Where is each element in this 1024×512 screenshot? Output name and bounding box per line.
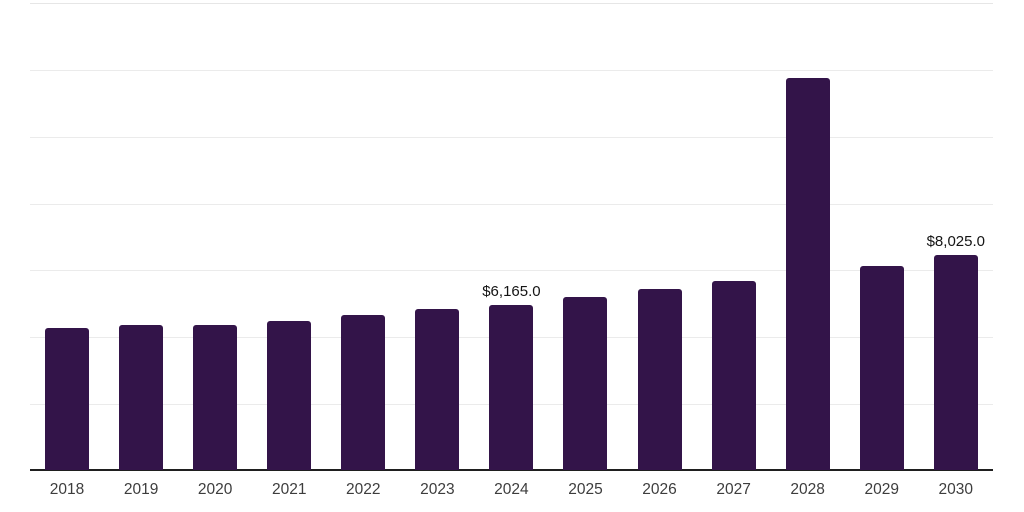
- x-tick-2027: 2027: [716, 481, 751, 498]
- x-tick-2026: 2026: [642, 481, 677, 498]
- x-tick-2018: 2018: [49, 481, 85, 498]
- gridline: [30, 3, 993, 4]
- x-tick-2020: 2020: [197, 481, 233, 498]
- x-tick-2024: 2024: [494, 481, 529, 498]
- bar-2024: [489, 305, 534, 470]
- x-tick-2028: 2028: [790, 481, 825, 498]
- bar-slot-2026: [623, 0, 697, 471]
- bar-slot-2021: [252, 0, 326, 471]
- bar-slot-2018: [30, 0, 104, 471]
- bar-slot-2023: [400, 0, 474, 471]
- bar-2018: [45, 327, 90, 470]
- bar-value-label-2024: $6,165.0: [482, 283, 541, 301]
- x-tick-2022: 2022: [346, 481, 381, 498]
- plot-area: $6,165.0 $8,025.0: [30, 0, 993, 471]
- bar-2027: [711, 281, 756, 470]
- bar-slot-2027: [697, 0, 771, 471]
- bar-slot-2024: $6,165.0: [474, 0, 548, 471]
- bar-value-label-2030: $8,025.0: [926, 233, 985, 251]
- gridline: [30, 270, 993, 272]
- bar-2019: [119, 325, 164, 470]
- bar-2029: [859, 265, 904, 470]
- x-tick-2019: 2019: [123, 481, 159, 498]
- bar-2022: [341, 314, 386, 470]
- bar-slot-2022: [326, 0, 400, 471]
- bars-container: $6,165.0 $8,025.0: [30, 0, 993, 471]
- bar-slot-2025: [548, 0, 622, 471]
- bar-slot-2020: [178, 0, 252, 471]
- x-tick-2023: 2023: [420, 481, 455, 498]
- bar-slot-2019: [104, 0, 178, 471]
- bar-2020: [193, 325, 238, 470]
- x-axis-line: [30, 469, 993, 471]
- bar-2028: [785, 77, 830, 470]
- gridline: [30, 136, 993, 138]
- bar-2030: [933, 255, 978, 470]
- bar-slot-2030: $8,025.0: [919, 0, 993, 471]
- bar-2021: [267, 320, 312, 470]
- gridline: [30, 69, 993, 71]
- x-axis-labels: 2018 2019 2020 2021 2022 2023 2024 2025 2026 2027…: [30, 480, 993, 500]
- bar-slot-2028: [771, 0, 845, 471]
- x-tick-2025: 2025: [568, 481, 603, 498]
- bar-2025: [563, 296, 608, 470]
- x-tick-2021: 2021: [271, 481, 307, 498]
- bar-slot-2029: [845, 0, 919, 471]
- bar-2026: [637, 289, 682, 470]
- x-tick-2030: 2030: [938, 481, 974, 498]
- bar-2023: [415, 308, 460, 470]
- gridline: [30, 203, 993, 205]
- x-tick-2029: 2029: [864, 481, 899, 498]
